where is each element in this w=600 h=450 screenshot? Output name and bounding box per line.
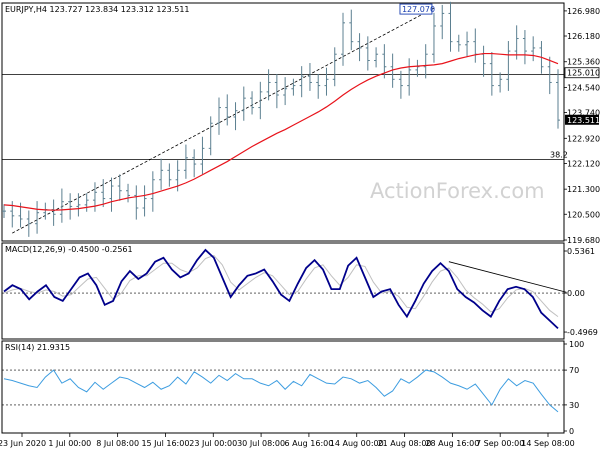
price-tick-label: 123.740 [567,109,600,118]
peak-label-box [399,3,433,15]
rsi-tick-label: 70 [569,366,579,375]
time-tick-label: 8 Jul 08:00 [96,439,139,448]
price-tick-label: 121.300 [567,185,600,194]
price-tick-label: 124.540 [567,83,600,92]
price-axis-label-box: 125.010 [564,67,600,79]
macd-tick-label: 0.5361 [567,247,595,256]
rsi-axis: 100 70 30 0 [564,340,584,436]
peak-label-text: 127.070 [402,5,435,14]
macd-tick-label: -0.4969 [567,328,598,337]
time-tick-label: 23 Jun 2020 [0,439,46,448]
rsi-line [3,369,559,413]
time-tick-label: 15 Jul 16:00 [141,439,189,448]
price-panel: ActionForex.com 38.2 126.980 126.180 125.3… [1,1,600,245]
macd-tick-label: 0.00 [567,289,585,298]
macd-divergence-line [448,261,567,293]
last-price-box-bg [565,114,599,125]
price-tick-label: 120.500 [567,210,600,219]
rsi-tick-label: 30 [569,401,579,410]
price-panel-frame [1,2,565,242]
time-tick-label: 14 Aug 00:00 [330,439,384,448]
price-tick-label: 122.120 [567,159,600,168]
time-tick-label: 1 Jul 00:00 [48,439,91,448]
peak-label-group: 127.070 [399,3,435,15]
price-tick-label: 126.980 [567,7,600,16]
rsi-tick-label: 100 [569,340,584,349]
time-tick-label: 23 Jul 00:00 [189,439,237,448]
macd-panel: 0.5361 0.00 -0.4969 MACD(12,26,9) -0.4500 … [1,242,598,340]
time-tick-label: 30 Jul 08:00 [237,439,285,448]
rsi-level-lines [2,369,564,406]
price-axis: 126.980 126.180 125.360 124.540 123.740 122.9… [564,7,600,245]
rsi-panel: 100 70 30 0 RSI(14) 21.9315 [1,340,584,436]
macd-axis: 0.5361 0.00 -0.4969 [564,247,598,337]
time-tick-label: 21 Aug 08:00 [378,439,432,448]
moving-average-line [3,52,559,211]
time-tick-label: 7 Sep 00:00 [476,439,524,448]
rsi-header: RSI(14) 21.9315 [5,343,70,352]
price-tick-label: 126.180 [567,32,600,41]
last-price-box: 123.511 [565,114,600,125]
time-tick-label: 14 Sep 08:00 [521,439,574,448]
price-header: EURJPY,H4 123.727 123.834 123.312 123.51… [5,5,190,14]
price-series [2,1,560,237]
price-label-box [564,67,600,79]
last-price-text: 123.511 [567,116,600,125]
macd-header: MACD(12,26,9) -0.4500 -0.2561 [5,245,133,254]
price-tick-label: 125.360 [567,58,600,67]
time-tick-label: 28 Aug 16:00 [425,439,479,448]
rsi-panel-frame [1,340,565,434]
price-label-text: 125.010 [567,69,600,78]
watermark: ActionForex.com [370,179,545,203]
time-axis: 23 Jun 2020 1 Jul 00:00 8 Jul 08:00 15 Jul … [0,433,575,448]
price-tick-label: 122.920 [567,134,600,143]
macd-panel-frame [1,242,565,340]
macd-main-line [3,248,559,330]
rsi-tick-label: 0 [569,427,574,436]
macd-signal-line [3,254,559,318]
price-tick-label: 119.680 [567,236,600,245]
time-tick-label: 6 Aug 16:00 [284,439,333,448]
fib-38-2-label: 38.2 [550,150,568,159]
